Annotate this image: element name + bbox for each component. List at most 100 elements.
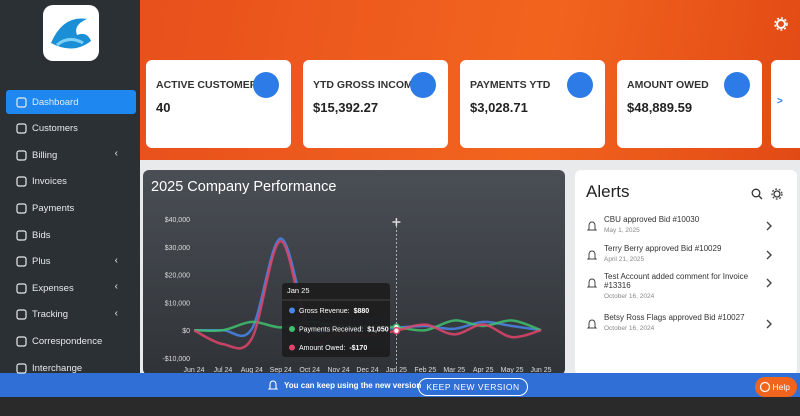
legend-swatch xyxy=(289,344,295,351)
kpi-value: $3,028.71 xyxy=(470,100,528,115)
nav-item[interactable]: Plus ‹ xyxy=(6,250,136,274)
x-tick-label: Mar 25 xyxy=(443,367,465,374)
kpi-card[interactable]: PAYMENTS YTD $3,028.71 xyxy=(460,60,605,148)
alert-chevron xyxy=(766,319,772,329)
kpi-label: AMOUNT OWED xyxy=(627,79,709,91)
bell-icon xyxy=(587,250,597,260)
submenu-chevron: ‹ xyxy=(114,307,118,319)
bell-shape xyxy=(587,221,597,231)
nav-item[interactable]: Expenses ‹ xyxy=(6,276,136,300)
x-tick-label: May 25 xyxy=(501,367,524,374)
settings-icon[interactable] xyxy=(774,17,788,31)
submenu-chevron: ‹ xyxy=(114,254,118,266)
chevron-shape xyxy=(766,319,772,329)
nav-label: Customers xyxy=(32,123,78,135)
tooltip-value: -$170 xyxy=(349,345,367,352)
nav-label: Tracking xyxy=(32,309,69,321)
x-tick-label: Jun 24 xyxy=(183,367,204,374)
nav-item[interactable]: Billing ‹ xyxy=(6,143,136,167)
next-arrow[interactable]: > xyxy=(777,96,783,107)
keep-version-button[interactable]: KEEP NEW VERSION xyxy=(418,378,528,396)
nav-item[interactable]: Tracking ‹ xyxy=(6,303,136,327)
nav-label: Billing xyxy=(32,149,58,161)
logo[interactable] xyxy=(43,5,99,61)
alerts-panel: Alerts CBU approved Bid #10030 May 1, 202… xyxy=(575,170,797,375)
alert-body: Terry Berry approved Bid #10029 April 21,… xyxy=(604,244,749,263)
nav-label: Plus xyxy=(32,256,51,268)
nav-label: Bids xyxy=(32,229,51,241)
chevron-shape xyxy=(766,250,772,260)
kpi-icon xyxy=(253,72,279,98)
alert-date: October 16, 2024 xyxy=(604,325,655,332)
kpi-card[interactable]: ACTIVE CUSTOMERS 40 xyxy=(146,60,291,148)
search-icon[interactable] xyxy=(751,188,763,200)
alert-text: Terry Berry approved Bid #10029 xyxy=(604,244,722,253)
icon-shape xyxy=(16,203,27,214)
x-tick-label: Oct 24 xyxy=(299,367,320,374)
nav-icon xyxy=(16,283,27,294)
nav-label: Dashboard xyxy=(32,96,79,108)
x-tick-label: Apr 25 xyxy=(473,367,494,374)
nav-icon xyxy=(16,96,27,108)
nav-label: Correspondence xyxy=(32,335,103,347)
icon-shape xyxy=(16,150,27,161)
nav-item[interactable]: Bids xyxy=(6,223,136,247)
bell-shape xyxy=(587,319,597,329)
icon-shape xyxy=(16,123,27,134)
chart-panel: 2025 Company Performance -$10,000 $0 $10,0… xyxy=(143,170,565,375)
legend-swatch xyxy=(289,326,295,332)
alert-text: CBU approved Bid #10030 xyxy=(604,215,700,224)
alert-chevron xyxy=(766,221,772,231)
nav-icon xyxy=(16,203,27,214)
banner-message: You can keep using the new version xyxy=(284,381,422,390)
icon-shape xyxy=(16,309,27,320)
nav-item[interactable]: Dashboard xyxy=(6,90,136,114)
bell-icon xyxy=(587,221,597,231)
submenu-chevron: ‹ xyxy=(114,281,118,293)
nav-label: Payments xyxy=(32,202,75,214)
x-tick-label: Sep 24 xyxy=(270,367,292,374)
alerts-settings-icon[interactable] xyxy=(771,188,783,200)
nav-item[interactable]: Correspondence xyxy=(6,329,136,353)
tooltip-row: Amount Owed: -$170 xyxy=(299,345,367,352)
bell-shape xyxy=(587,250,597,260)
legend-label: Gross Revenue: xyxy=(299,308,350,315)
alert-body: Test Account added comment for Invoice #… xyxy=(604,272,749,300)
alert-chevron xyxy=(766,250,772,260)
y-tick-label: $40,000 xyxy=(165,217,190,224)
kpi-card-partial[interactable]: > xyxy=(771,60,800,148)
kpi-value: $15,392.27 xyxy=(313,100,379,115)
icon-shape xyxy=(16,283,27,294)
x-tick-label: Dec 24 xyxy=(356,367,378,374)
tooltip-row: Gross Revenue: $880 xyxy=(299,308,369,315)
tooltip-value: $880 xyxy=(354,308,370,315)
icon-shape xyxy=(16,362,27,374)
nav-item[interactable]: Invoices xyxy=(6,170,136,194)
nav-icon xyxy=(16,176,27,187)
kpi-value: 40 xyxy=(156,100,171,115)
tooltip-value: $1,050 xyxy=(367,327,389,334)
help-label: Help xyxy=(772,382,790,392)
hover-point xyxy=(392,326,401,335)
alert-body: CBU approved Bid #10030 May 1, 2025 xyxy=(604,215,749,234)
y-tick-label: $20,000 xyxy=(165,273,190,280)
nav-icon xyxy=(16,256,27,267)
chart: 2025 Company Performance -$10,000 $0 $10,0… xyxy=(151,179,552,375)
nav-item[interactable]: Customers xyxy=(6,117,136,141)
kpi-card[interactable]: AMOUNT OWED $48,889.59 xyxy=(617,60,762,148)
bell-icon xyxy=(587,278,597,288)
kpi-icon xyxy=(724,72,750,98)
kpi-label: YTD GROSS INCOME xyxy=(313,79,420,91)
nav-item[interactable]: Interchange xyxy=(6,356,136,380)
help-icon xyxy=(759,381,771,393)
alert-text: Betsy Ross Flags approved Bid #10027 xyxy=(604,313,745,322)
tooltip-row: Payments Received: $1,050 xyxy=(299,327,389,334)
x-tick-label: Feb 25 xyxy=(414,367,436,374)
nav-item[interactable]: Payments xyxy=(6,196,136,220)
nav-icon xyxy=(16,336,27,347)
chevron-shape xyxy=(766,221,772,231)
kpi-value: $48,889.59 xyxy=(627,100,693,115)
icon-shape xyxy=(16,256,27,267)
kpi-card[interactable]: YTD GROSS INCOME $15,392.27 xyxy=(303,60,448,148)
